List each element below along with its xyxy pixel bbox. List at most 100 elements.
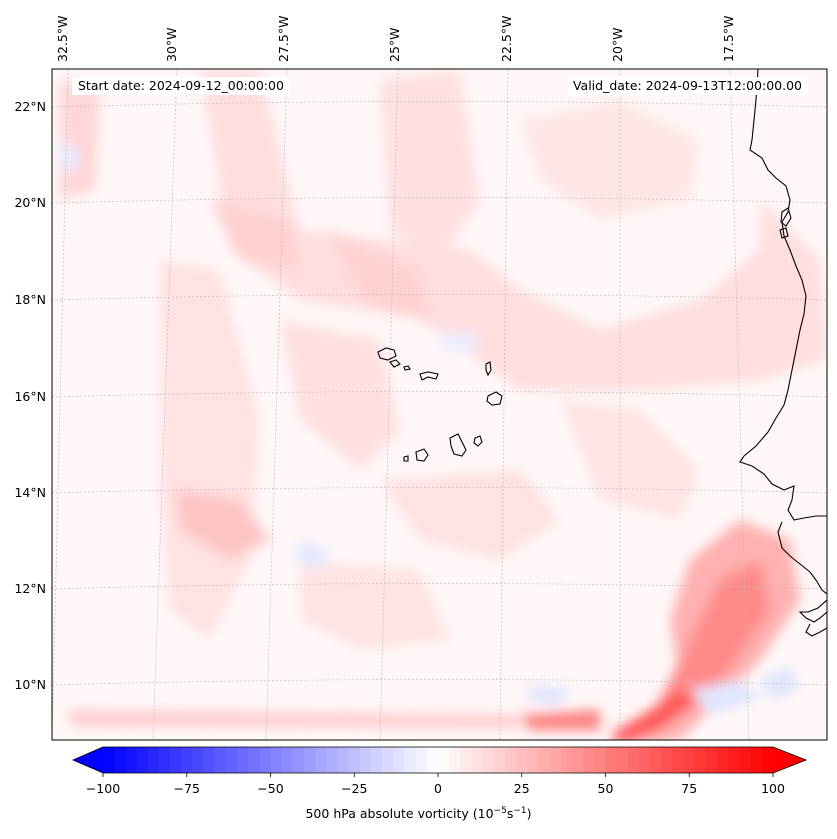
island-sal [485,361,492,377]
colorbar-cell [438,747,450,773]
island-brava [403,455,409,462]
colorbar-cell [650,747,662,773]
colorbar-cell [304,747,316,773]
colorbar-tick-label: −50 [257,781,283,796]
colorbar-cell [683,747,696,773]
colorbar-cell [415,747,428,773]
colorbar-cell [270,747,283,773]
colorbar-label-end: ) [526,806,532,822]
graticule [52,69,827,740]
colorbar-label: 500 hPa absolute vorticity (10−5s−1) [0,806,837,821]
colorbar-cell [482,747,495,773]
colorbar-cell [594,747,607,773]
lat-gridline [52,197,827,204]
colorbar-cell [158,747,171,773]
colorbar-cells [103,747,774,773]
lon-label: 25°W [387,27,402,62]
vorticity-field [58,70,827,740]
colorbar-cell [315,747,327,773]
colorbar-cell [505,747,517,773]
colorbar-cell [761,747,774,773]
island-santa-luzia [403,365,411,371]
colorbar-max-arrow [773,747,806,773]
lat-label: 22°N [14,99,46,114]
colorbar-cell [170,747,182,773]
island-boa-vista [486,391,503,406]
colorbar-cell [672,747,685,773]
colorbar-cell [125,747,138,773]
colorbar-cell [560,747,573,773]
lat-label: 10°N [14,677,46,692]
coastal-island [780,207,792,227]
start-date-label: Start date: 2024-09-12_00:00:00 [72,77,290,95]
lat-gridline [52,487,827,494]
lat-label: 20°N [14,195,46,210]
lon-label: 32.5°W [55,16,70,62]
colorbar-cell [706,747,718,773]
colorbar-cell [225,747,238,773]
africa-coastline [805,623,827,637]
latitude-labels: 22°N 20°N 18°N 16°N 14°N 12°N 10°N [14,99,46,692]
lon-label: 27.5°W [276,16,291,62]
lon-label: 30°W [164,27,179,62]
colorbar-cell [181,747,193,773]
colorbar-tick-label: −100 [86,781,120,796]
coastlines [377,69,827,637]
colorbar-cell [460,747,473,773]
lon-label: 22.5°W [499,16,514,62]
lat-gridline [52,294,827,301]
africa-coastline [777,521,827,595]
lat-gridline [52,679,827,686]
colorbar-cell [739,747,752,773]
colorbar-tick-label: 100 [761,781,785,796]
colorbar-label-exp2: −1 [513,806,527,816]
colorbar-cell [203,747,216,773]
colorbar-cell [214,747,227,773]
colorbar-cell [192,747,205,773]
colorbar-cell [248,747,260,773]
longitude-labels: 32.5°W 30°W 27.5°W 25°W 22.5°W 20°W 17.5… [55,16,736,62]
colorbar-min-arrow [73,747,103,773]
colorbar-cell [639,747,651,773]
colorbar-cell [292,747,305,773]
lon-label: 20°W [610,27,625,62]
colorbar-ticks: −100 −75 −50 −25 0 25 50 75 100 [86,773,785,796]
island-santo-antao [377,347,397,361]
colorbar-cell [136,747,149,773]
colorbar-cell [147,747,160,773]
colorbar-tick-label: −25 [341,781,367,796]
colorbar-label-exp1: −5 [493,806,507,816]
colorbar-tick-label: 50 [598,781,614,796]
colorbar-tick-label: −75 [174,781,200,796]
colorbar-cell [237,747,249,773]
colorbar-label-main: 500 hPa absolute vorticity (10 [305,806,494,822]
colorbar-cell [694,747,707,773]
colorbar-cell [572,747,584,773]
island-santiago [449,433,467,457]
map-border [51,68,828,741]
colorbar-cell [103,747,115,773]
lat-gridline [52,101,827,108]
lat-gridline [52,583,827,590]
colorbar-tick-label: 0 [434,781,442,796]
colorbar-cell [449,747,461,773]
colorbar-cell [583,747,595,773]
colorbar-cell [728,747,741,773]
colorbar-cell [382,747,394,773]
colorbar-cell [471,747,484,773]
africa-coastline [798,599,827,623]
colorbar-cell [404,747,417,773]
colorbar-cell [661,747,674,773]
colorbar-cell [326,747,339,773]
colorbar-tick-label: 25 [514,781,530,796]
coastal-island [779,227,789,239]
lat-gridline [52,391,827,398]
colorbar-cell [493,747,506,773]
colorbar-label-mid: s [506,806,514,822]
colorbar-cell [259,747,272,773]
colorbar-cell [371,747,383,773]
lat-label: 12°N [14,581,46,596]
colorbar-cell [281,747,294,773]
island-sao-nicolau [419,371,439,381]
